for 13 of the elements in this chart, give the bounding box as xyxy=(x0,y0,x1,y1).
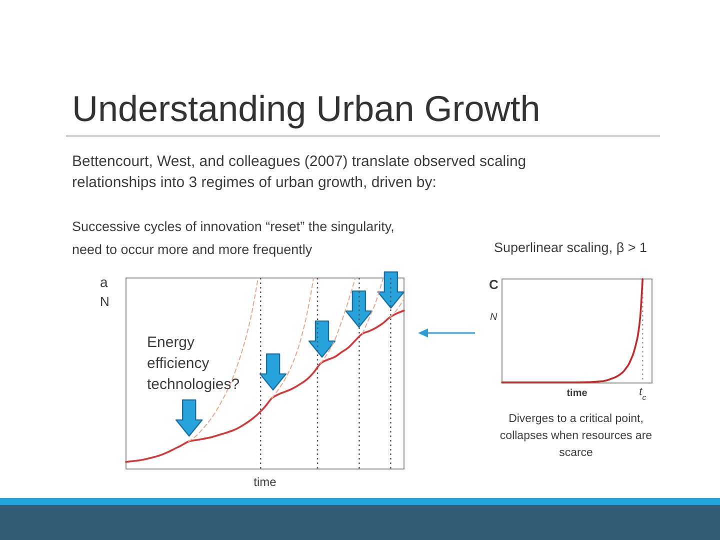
text: Diverges to a critical point, collapses when resources are scarce xyxy=(500,413,652,459)
chart-title: Successive cycles of innovation “reset” the singularity, need to occur more and more frequently xyxy=(72,219,394,257)
y-axis-title: N xyxy=(490,312,498,323)
y-axis-title: N xyxy=(100,294,110,309)
text: a xyxy=(100,274,108,290)
text: Bettencourt, West, and colleagues (2007) translate observed scaling relationships into 3 regimes of urban growth, driven by: xyxy=(72,153,526,191)
x-axis-title: time xyxy=(566,388,588,399)
annotation: Energy efficiency technologies? xyxy=(147,334,240,393)
text: Understanding Urban Growth xyxy=(72,88,540,129)
x-axis-title: time xyxy=(254,475,277,489)
chart-title: Superlinear scaling, β > 1 xyxy=(494,240,647,255)
text: C xyxy=(489,277,499,292)
text: t$_{c}$ xyxy=(639,386,646,402)
